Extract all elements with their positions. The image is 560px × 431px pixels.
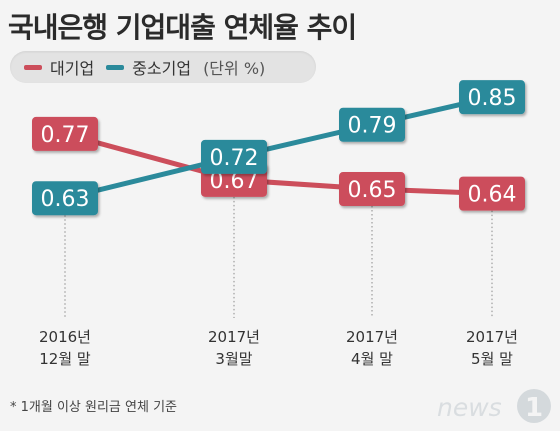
data-label: 0.72 xyxy=(210,146,259,171)
legend: 대기업 중소기업 (단위 %) xyxy=(10,51,316,83)
data-label: 0.64 xyxy=(468,183,517,208)
logo-circle xyxy=(517,389,551,423)
series-line-0 xyxy=(62,131,495,197)
legend-label-large-corp: 대기업 xyxy=(50,59,95,78)
chart-title: 국내은행 기업대출 연체율 추이 xyxy=(8,11,357,44)
legend-label-sme: 중소기업 xyxy=(132,59,192,78)
data-label: 0.79 xyxy=(348,114,397,139)
data-point: 0.77 xyxy=(32,116,98,151)
data-label: 0.63 xyxy=(41,187,90,212)
legend-swatch-large-corp xyxy=(24,64,42,70)
data-point: 0.85 xyxy=(459,80,525,115)
legend-item-sme: 중소기업 xyxy=(106,55,191,79)
legend-item-large-corp: 대기업 xyxy=(24,55,94,79)
footnote: * 1개월 이상 원리금 연체 기준 xyxy=(10,400,177,415)
data-label: 0.77 xyxy=(41,123,90,148)
data-point-box xyxy=(339,172,405,207)
data-point: 0.65 xyxy=(339,172,405,207)
data-point-box xyxy=(459,80,525,115)
data-label: 0.85 xyxy=(468,86,517,111)
data-point-box xyxy=(459,176,525,211)
data-point: 0.64 xyxy=(459,176,525,211)
x-tick-label: 2017년 4월 말 xyxy=(346,328,398,368)
legend-swatch-sme xyxy=(106,64,125,70)
data-point: 0.72 xyxy=(201,139,267,174)
news1-logo: news 1 xyxy=(437,389,551,423)
logo-mark: 1 xyxy=(525,393,543,423)
data-point: 0.63 xyxy=(32,181,98,216)
x-tick-label: 2016년 12월 말 xyxy=(39,328,91,368)
data-label: 0.65 xyxy=(348,178,397,203)
data-point-box xyxy=(32,116,98,151)
data-point-box xyxy=(201,139,267,174)
series-line-1 xyxy=(62,94,495,201)
logo-text: news xyxy=(437,393,502,422)
x-tick-label: 2017년 3월말 xyxy=(208,328,260,368)
legend-unit: (단위 %) xyxy=(203,59,266,78)
data-point: 0.79 xyxy=(339,107,405,142)
x-tick-label: 2017년 5월 말 xyxy=(466,328,518,368)
data-point-box xyxy=(339,107,405,142)
data-point-box xyxy=(32,181,98,216)
